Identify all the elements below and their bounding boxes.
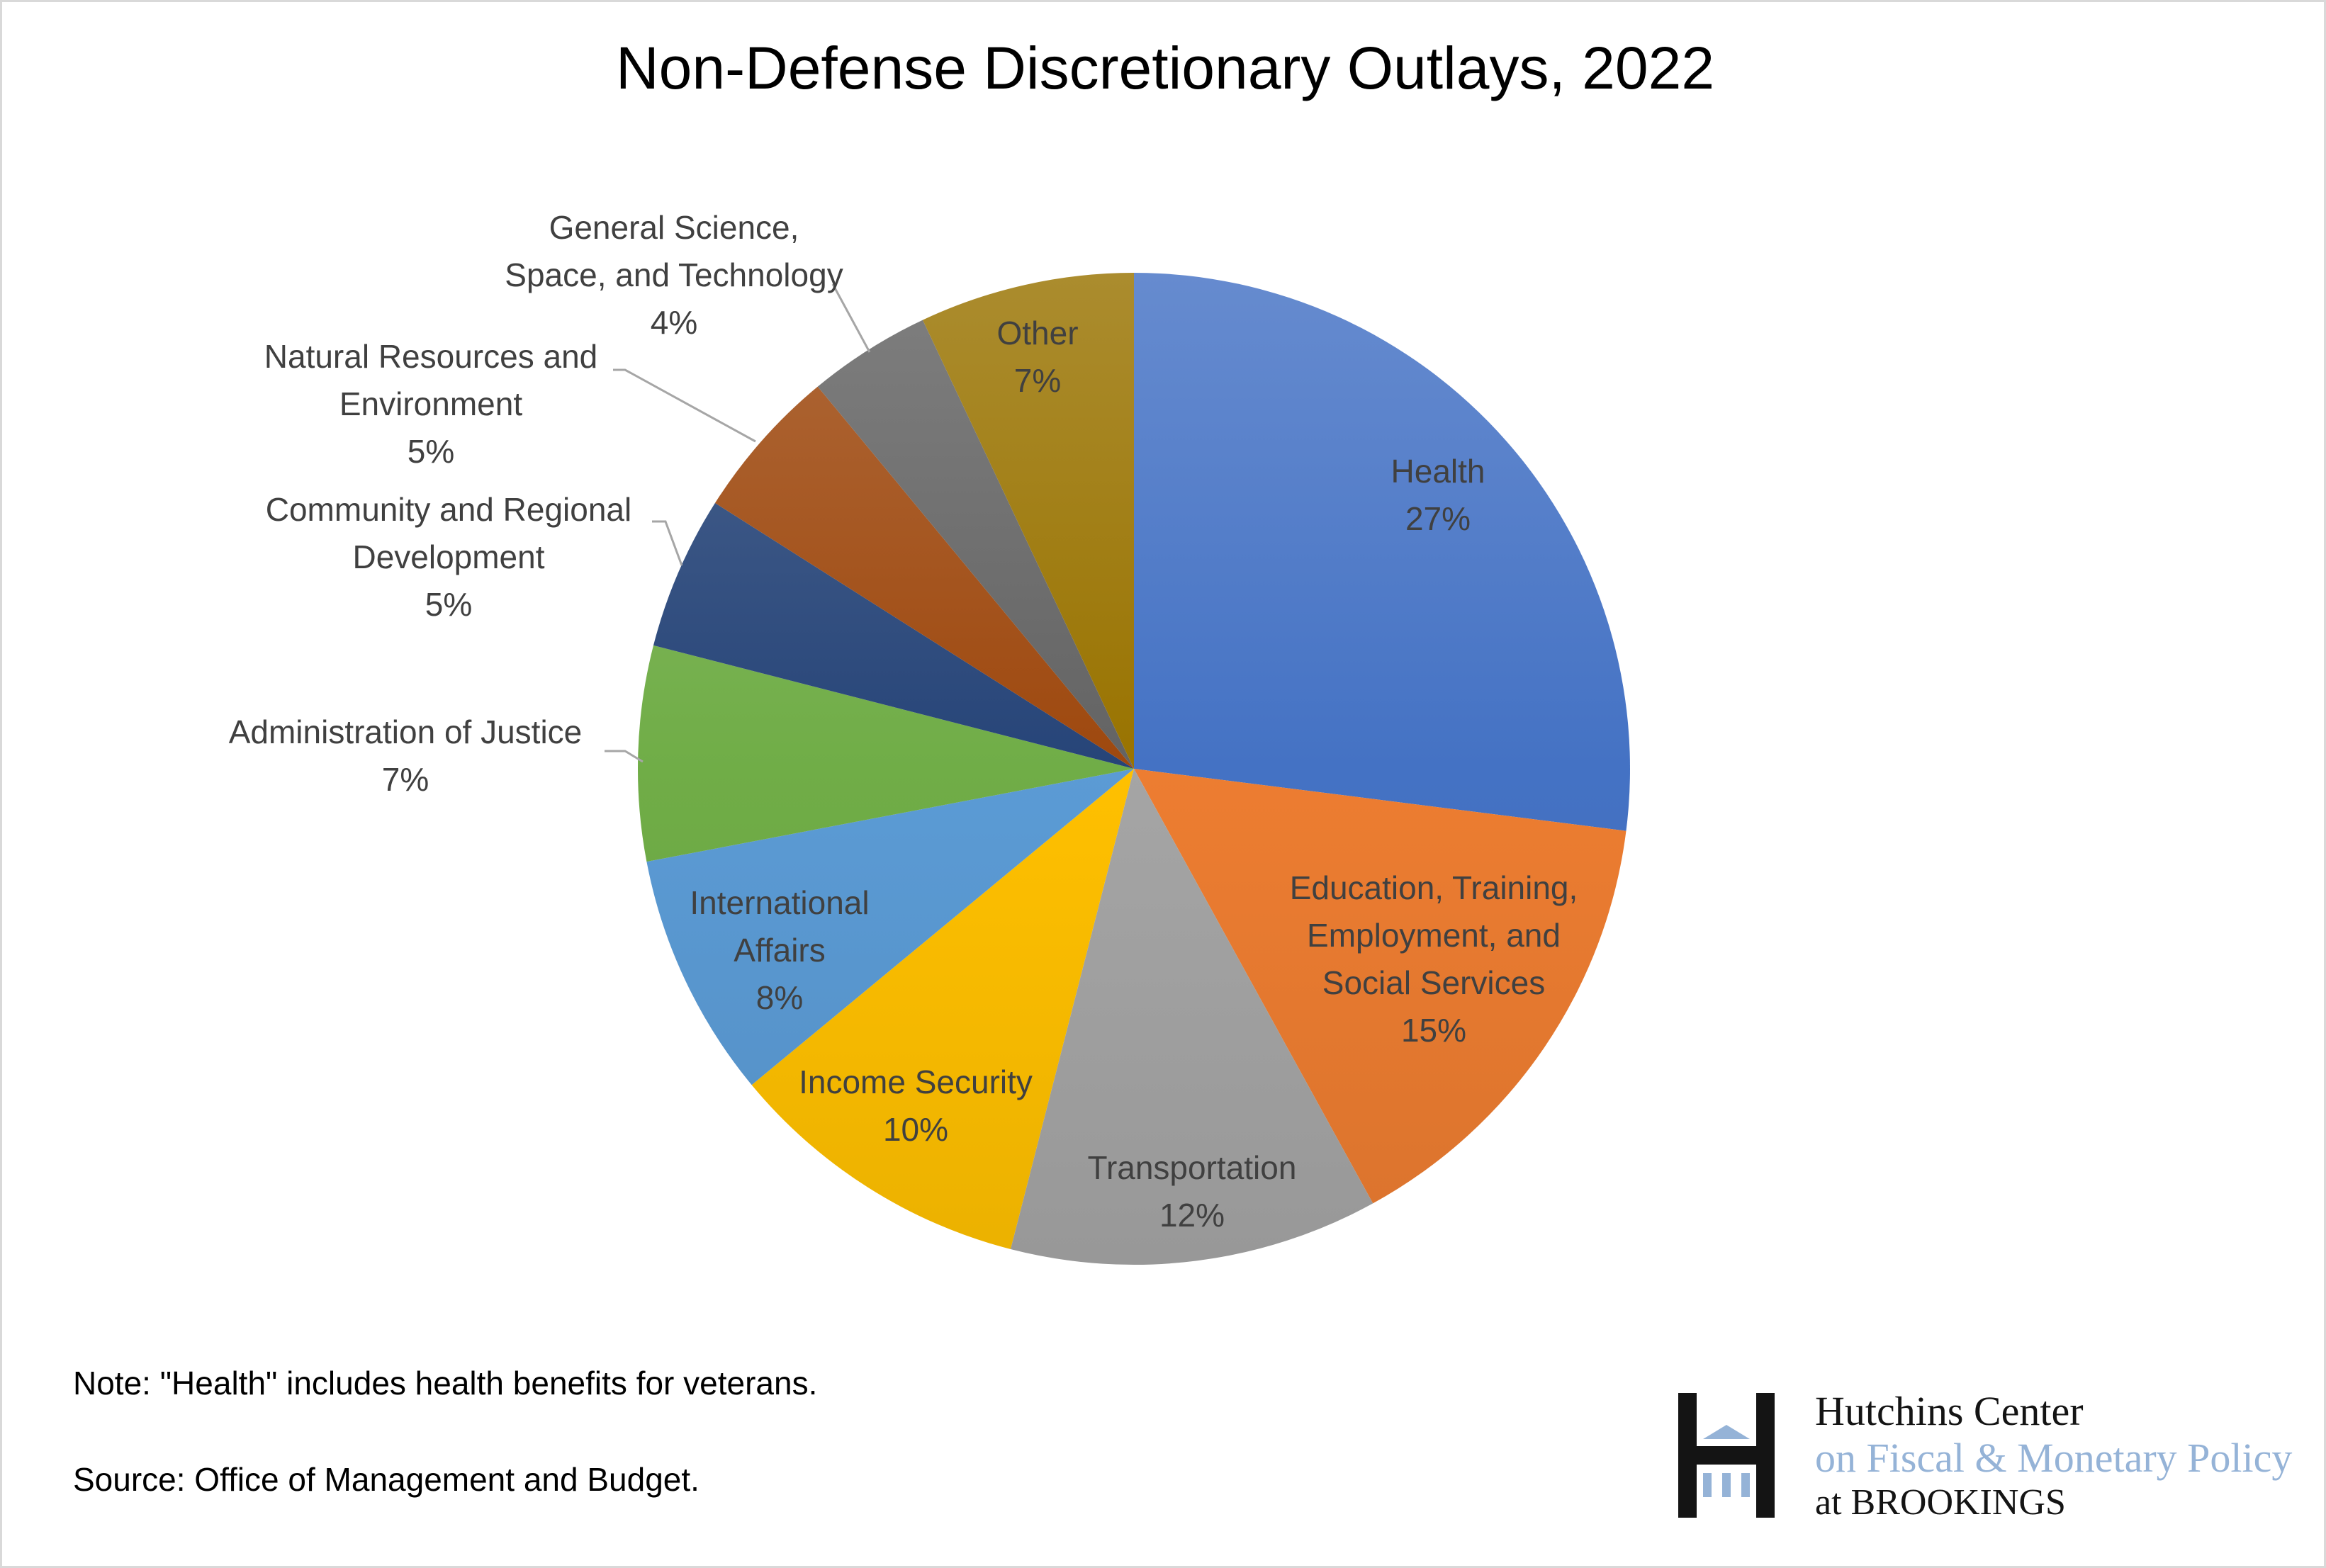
- logo-line-3: at BROOKINGS: [1815, 1482, 2066, 1523]
- pie-slice-natural-resources-and-environment: [714, 386, 1134, 769]
- data-label-percent: 5%: [425, 586, 472, 623]
- data-label-category: Natural Resources and: [264, 338, 597, 375]
- data-label-percent: 4%: [651, 304, 697, 341]
- data-label-category: Income Security: [799, 1064, 1033, 1100]
- data-label-category: Environment: [339, 385, 522, 422]
- data-label-percent: 15%: [1401, 1012, 1466, 1049]
- source-text: Source: Office of Management and Budget.: [73, 1461, 700, 1498]
- pie-slice-general-science-space-and-technology: [817, 320, 1134, 769]
- leader-line-justice: [605, 750, 644, 763]
- logo-line-1: Hutchins Center: [1815, 1388, 2084, 1434]
- data-label-percent: 7%: [1014, 362, 1061, 399]
- data-label-category: International: [690, 884, 869, 921]
- chart-title: Non-Defense Discretionary Outlays, 2022: [616, 35, 1714, 101]
- pie-slice-community-and-regional-development: [653, 502, 1134, 769]
- data-label-category: Development: [352, 538, 544, 575]
- pie-slice-other: [922, 273, 1134, 769]
- data-label-percent: 12%: [1159, 1197, 1225, 1234]
- data-label-category: Affairs: [734, 932, 826, 969]
- data-label-percent: 27%: [1405, 500, 1471, 537]
- data-label-category: Education, Training,: [1290, 869, 1578, 906]
- data-label-percent: 10%: [883, 1111, 948, 1148]
- data-label-category: Administration of Justice: [229, 714, 583, 750]
- data-label-category: General Science,: [549, 209, 799, 246]
- data-label-category: Transportation: [1088, 1149, 1297, 1186]
- leader-line-general-science: [831, 283, 871, 353]
- note-text: Note: "Health" includes health benefits …: [73, 1365, 818, 1401]
- data-label-percent: 5%: [408, 433, 454, 470]
- data-label-category: Social Services: [1322, 964, 1545, 1001]
- data-label-percent: 8%: [756, 979, 803, 1016]
- pie-slice-administration-of-justice: [638, 645, 1134, 862]
- data-label-percent: 7%: [382, 761, 429, 798]
- data-label-category: Health: [1391, 453, 1485, 490]
- data-label-category: Other: [996, 315, 1078, 351]
- logo-line-2: on Fiscal & Monetary Policy: [1815, 1435, 2293, 1481]
- pie-slice-international-affairs: [646, 769, 1134, 1085]
- leader-line-natural-resources: [613, 368, 756, 443]
- pie-slice-health: [1134, 273, 1630, 831]
- data-label-category: Community and Regional: [266, 491, 632, 528]
- pie-slice-income-security: [751, 769, 1134, 1250]
- pie-slice-education-training-employment-and-social-services: [1134, 769, 1626, 1204]
- data-label-category: Space, and Technology: [505, 256, 843, 293]
- data-label-category: Employment, and: [1307, 917, 1561, 954]
- leader-line-community: [652, 520, 683, 566]
- pie-slice-transportation: [1010, 769, 1373, 1265]
